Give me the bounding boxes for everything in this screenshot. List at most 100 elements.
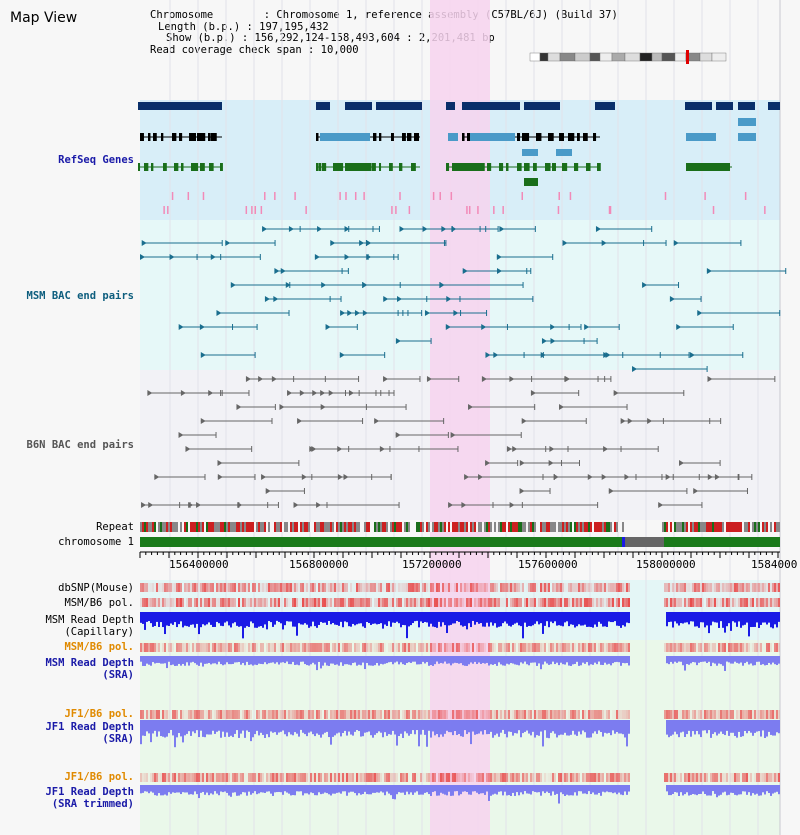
read-depth-bar [516, 720, 518, 734]
read-depth-bar [316, 720, 318, 734]
msm-bac-label[interactable]: MSM BAC end pairs [26, 290, 134, 302]
read-depth-bar [588, 720, 590, 738]
polymorphism-mark [378, 643, 380, 652]
polymorphism-mark [760, 710, 762, 719]
polymorphism-mark [364, 643, 366, 652]
polymorphism-mark [528, 773, 530, 782]
read-depth-bar [154, 656, 156, 664]
read-depth-bar [174, 785, 176, 793]
polymorphism-mark [218, 773, 220, 782]
read-depth-bar [614, 656, 616, 663]
read-depth-bar [228, 612, 230, 626]
read-depth-bar [218, 785, 220, 796]
read-depth-bar [726, 656, 728, 662]
repeat-mark [580, 522, 582, 532]
polymorphism-mark [156, 773, 158, 782]
read-depth-bar [274, 612, 276, 625]
polymorphism-mark [748, 773, 750, 782]
polymorphism-mark [600, 710, 602, 719]
repeat-mark [208, 522, 210, 532]
polymorphism-mark [258, 583, 260, 592]
polymorphism-mark [334, 773, 336, 782]
msm-b6-pol-sra-label[interactable]: MSM/B6 pol. [64, 641, 134, 653]
repeat-mark [754, 522, 756, 532]
repeat-mark [250, 522, 252, 532]
gene-exon [391, 133, 394, 141]
repeat-mark [348, 522, 350, 532]
read-depth-bar [590, 656, 592, 665]
dbsnp-label[interactable]: dbSNP(Mouse) [58, 582, 134, 594]
polymorphism-mark [156, 583, 158, 592]
polymorphism-mark [736, 773, 738, 782]
polymorphism-mark [304, 598, 306, 607]
repeat-mark [422, 522, 424, 532]
polymorphism-mark [734, 710, 736, 719]
polymorphism-mark [478, 643, 480, 652]
repeat-mark [582, 522, 584, 532]
polymorphism-mark [510, 643, 512, 652]
polymorphism-mark [496, 598, 498, 607]
read-depth-bar [768, 612, 770, 623]
read-depth-bar [384, 656, 386, 664]
bac-end-marker [679, 460, 685, 466]
read-depth-bar [206, 785, 208, 793]
read-depth-bar [560, 785, 562, 793]
polymorphism-mark [504, 643, 506, 652]
polymorphism-mark [730, 710, 732, 719]
repeat-mark [718, 522, 720, 532]
read-depth-bar [666, 720, 668, 735]
polymorphism-mark [584, 583, 586, 592]
msm-b6-pol-label[interactable]: MSM/B6 pol. [64, 597, 134, 609]
polymorphism-mark [298, 583, 300, 592]
bac-end-marker [141, 502, 147, 508]
polymorphism-mark [350, 773, 352, 782]
polymorphism-mark [728, 773, 730, 782]
polymorphism-mark [438, 643, 440, 652]
read-depth-bar [348, 656, 350, 665]
polymorphism-mark [758, 583, 760, 592]
polymorphism-mark [252, 598, 254, 607]
repeat-mark [492, 522, 494, 532]
polymorphism-mark [700, 773, 702, 782]
read-depth-bar [370, 612, 372, 625]
polymorphism-mark [360, 643, 362, 652]
read-depth-bar [772, 720, 774, 736]
polymorphism-mark [472, 583, 474, 592]
read-depth-bar [540, 612, 542, 624]
read-depth-bar [166, 656, 168, 669]
polymorphism-mark [460, 710, 462, 719]
polymorphism-mark [200, 710, 202, 719]
polymorphism-mark [600, 773, 602, 782]
polymorphism-mark [500, 643, 502, 652]
polymorphism-mark [306, 598, 308, 607]
polymorphism-mark [324, 598, 326, 607]
gene-exon [174, 163, 179, 171]
polymorphism-mark [220, 583, 222, 592]
polymorphism-mark [768, 773, 770, 782]
read-depth-bar [482, 656, 484, 664]
read-depth-bar [164, 785, 166, 795]
polymorphism-mark [602, 773, 604, 782]
read-depth-bar [550, 656, 552, 665]
refseq-genes-label[interactable]: RefSeq Genes [58, 154, 134, 166]
polymorphism-mark [716, 773, 718, 782]
read-depth-bar [466, 656, 468, 666]
polymorphism-mark [170, 598, 172, 607]
msm-depth-capillary-label[interactable]: MSM Read Depth [45, 614, 134, 626]
jf1-depth-label[interactable]: JF1 Read Depth [45, 721, 134, 733]
msm-depth-sra-label[interactable]: MSM Read Depth [45, 657, 134, 669]
polymorphism-mark [776, 643, 778, 652]
read-depth-bar [302, 785, 304, 796]
jf1-b6-pol-label[interactable]: JF1/B6 pol. [64, 708, 134, 720]
read-depth-bar [336, 656, 338, 665]
polymorphism-mark [600, 643, 602, 652]
polymorphism-mark [230, 583, 232, 592]
b6n-bac-label[interactable]: B6N BAC end pairs [26, 439, 134, 451]
read-depth-bar [704, 785, 706, 795]
jf1-b6-pol-trim-label[interactable]: JF1/B6 pol. [64, 771, 134, 783]
polymorphism-mark [380, 773, 382, 782]
polymorphism-mark [624, 710, 626, 719]
polymorphism-mark [576, 643, 578, 652]
jf1-depth-trim-label[interactable]: JF1 Read Depth [45, 786, 134, 798]
